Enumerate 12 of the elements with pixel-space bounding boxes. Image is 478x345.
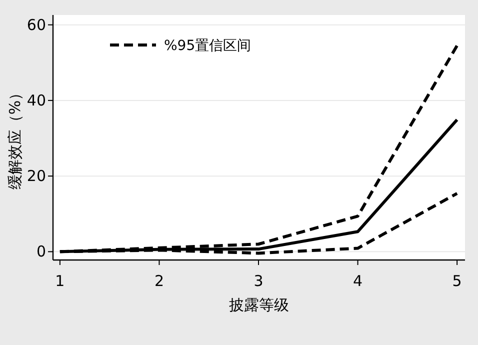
y-tick-label: 60 xyxy=(26,16,46,34)
y-tick-label: 0 xyxy=(36,242,46,261)
x-tick-label: 4 xyxy=(353,272,363,290)
x-axis-title: 披露等级 xyxy=(229,296,289,314)
y-tick-label: 40 xyxy=(26,91,46,110)
y-axis-title: 缓解效应（%） xyxy=(6,85,24,190)
x-tick-label: 3 xyxy=(254,272,264,290)
y-tick-label: 20 xyxy=(26,167,46,186)
x-tick-label: 1 xyxy=(55,272,65,290)
legend-label: %95置信区间 xyxy=(164,38,252,54)
x-tick-label: 5 xyxy=(452,272,462,290)
x-tick-label: 2 xyxy=(154,272,164,290)
